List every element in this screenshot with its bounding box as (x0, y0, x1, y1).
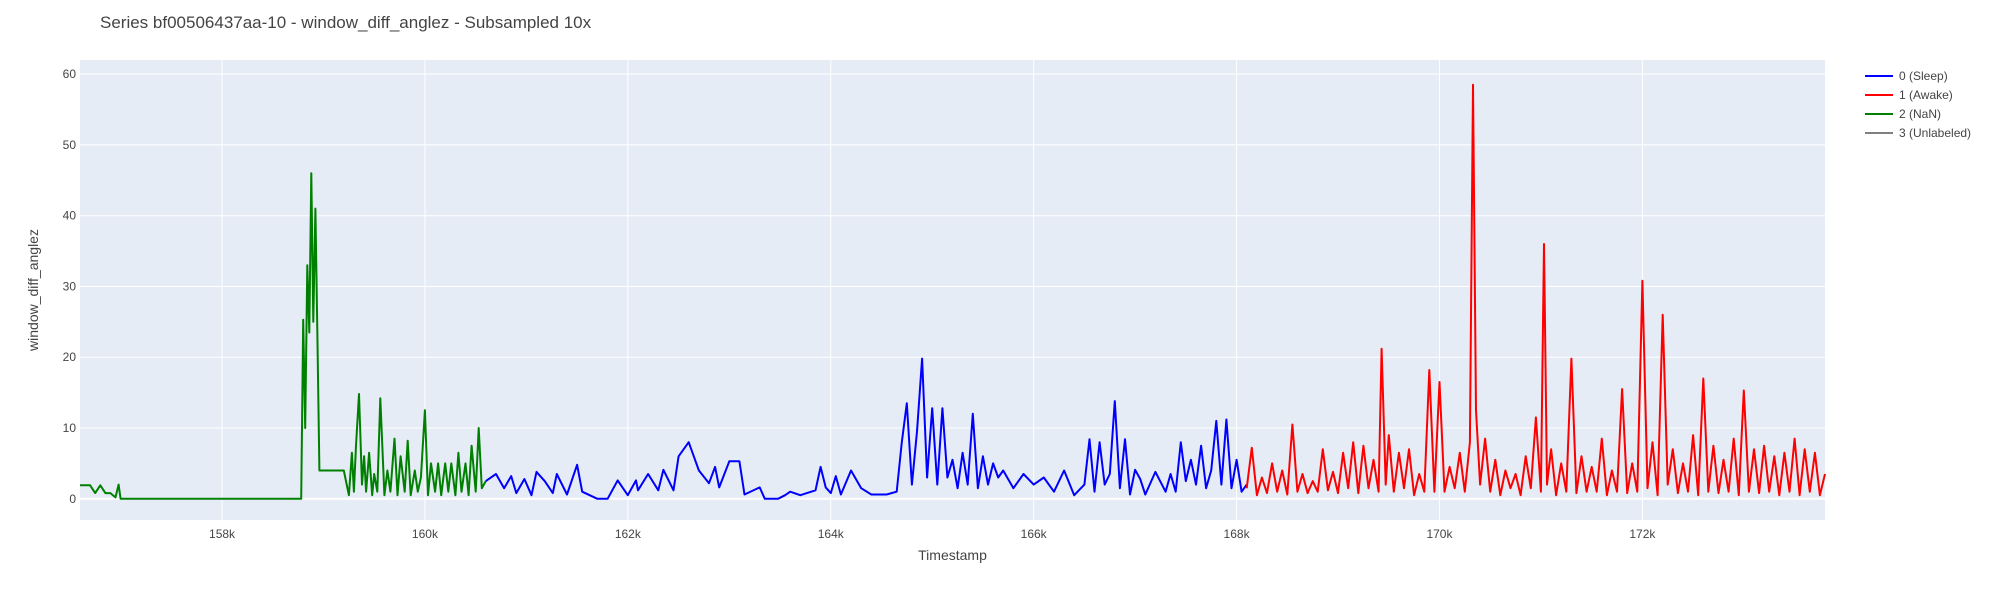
x-tick-label: 172k (1629, 527, 1656, 541)
legend-swatch-unlabeled (1865, 131, 1893, 134)
x-tick-label: 158k (209, 527, 236, 541)
legend-label-sleep: 0 (Sleep) (1899, 68, 1948, 83)
y-tick-label: 60 (63, 67, 77, 81)
plot-background (80, 60, 1825, 520)
y-axis-label: window_diff_anglez (25, 229, 41, 352)
legend-label-awake: 1 (Awake) (1899, 87, 1953, 102)
x-tick-label: 166k (1021, 527, 1048, 541)
y-tick-label: 40 (63, 209, 77, 223)
legend-item-awake[interactable]: 1 (Awake) (1865, 85, 1971, 104)
y-tick-label: 50 (63, 138, 77, 152)
legend-label-unlabeled: 3 (Unlabeled) (1899, 125, 1972, 140)
legend-item-sleep[interactable]: 0 (Sleep) (1865, 66, 1971, 85)
x-tick-labels: 158k 160k 162k 164k 166k 168k 170k 172k (209, 527, 1656, 541)
x-tick-label: 168k (1224, 527, 1251, 541)
y-tick-label: 0 (69, 492, 76, 506)
series-layer (80, 83, 1826, 500)
series-line-2-nan (80, 172, 487, 500)
y-tick-labels: 0 10 20 30 40 50 60 (63, 67, 77, 506)
series-line-1-awake (1245, 83, 1826, 497)
y-tick-label: 10 (63, 421, 77, 435)
y-tick-label: 20 (63, 350, 77, 364)
legend-label-nan: 2 (NaN) (1899, 106, 1942, 121)
x-tick-label: 162k (615, 527, 642, 541)
legend-item-nan[interactable]: 2 (NaN) (1865, 104, 1971, 123)
legend-swatch-nan (1865, 112, 1893, 115)
chart-title: Series bf00506437aa-10 - window_diff_ang… (100, 13, 592, 32)
legend-swatch-awake (1865, 93, 1893, 96)
series-line-0-sleep (485, 357, 1248, 500)
x-axis-label: Timestamp (918, 547, 987, 563)
x-tick-label: 170k (1426, 527, 1453, 541)
x-gridlines (221, 60, 1643, 520)
legend-item-unlabeled[interactable]: 3 (Unlabeled) (1865, 123, 1971, 142)
legend-swatch-sleep (1865, 74, 1893, 77)
legend: 0 (Sleep) 1 (Awake) 2 (NaN) 3 (Unlabeled… (1865, 66, 1971, 142)
y-gridlines (80, 73, 1825, 500)
y-tick-label: 30 (63, 279, 77, 293)
x-tick-label: 160k (412, 527, 439, 541)
x-tick-label: 164k (818, 527, 845, 541)
